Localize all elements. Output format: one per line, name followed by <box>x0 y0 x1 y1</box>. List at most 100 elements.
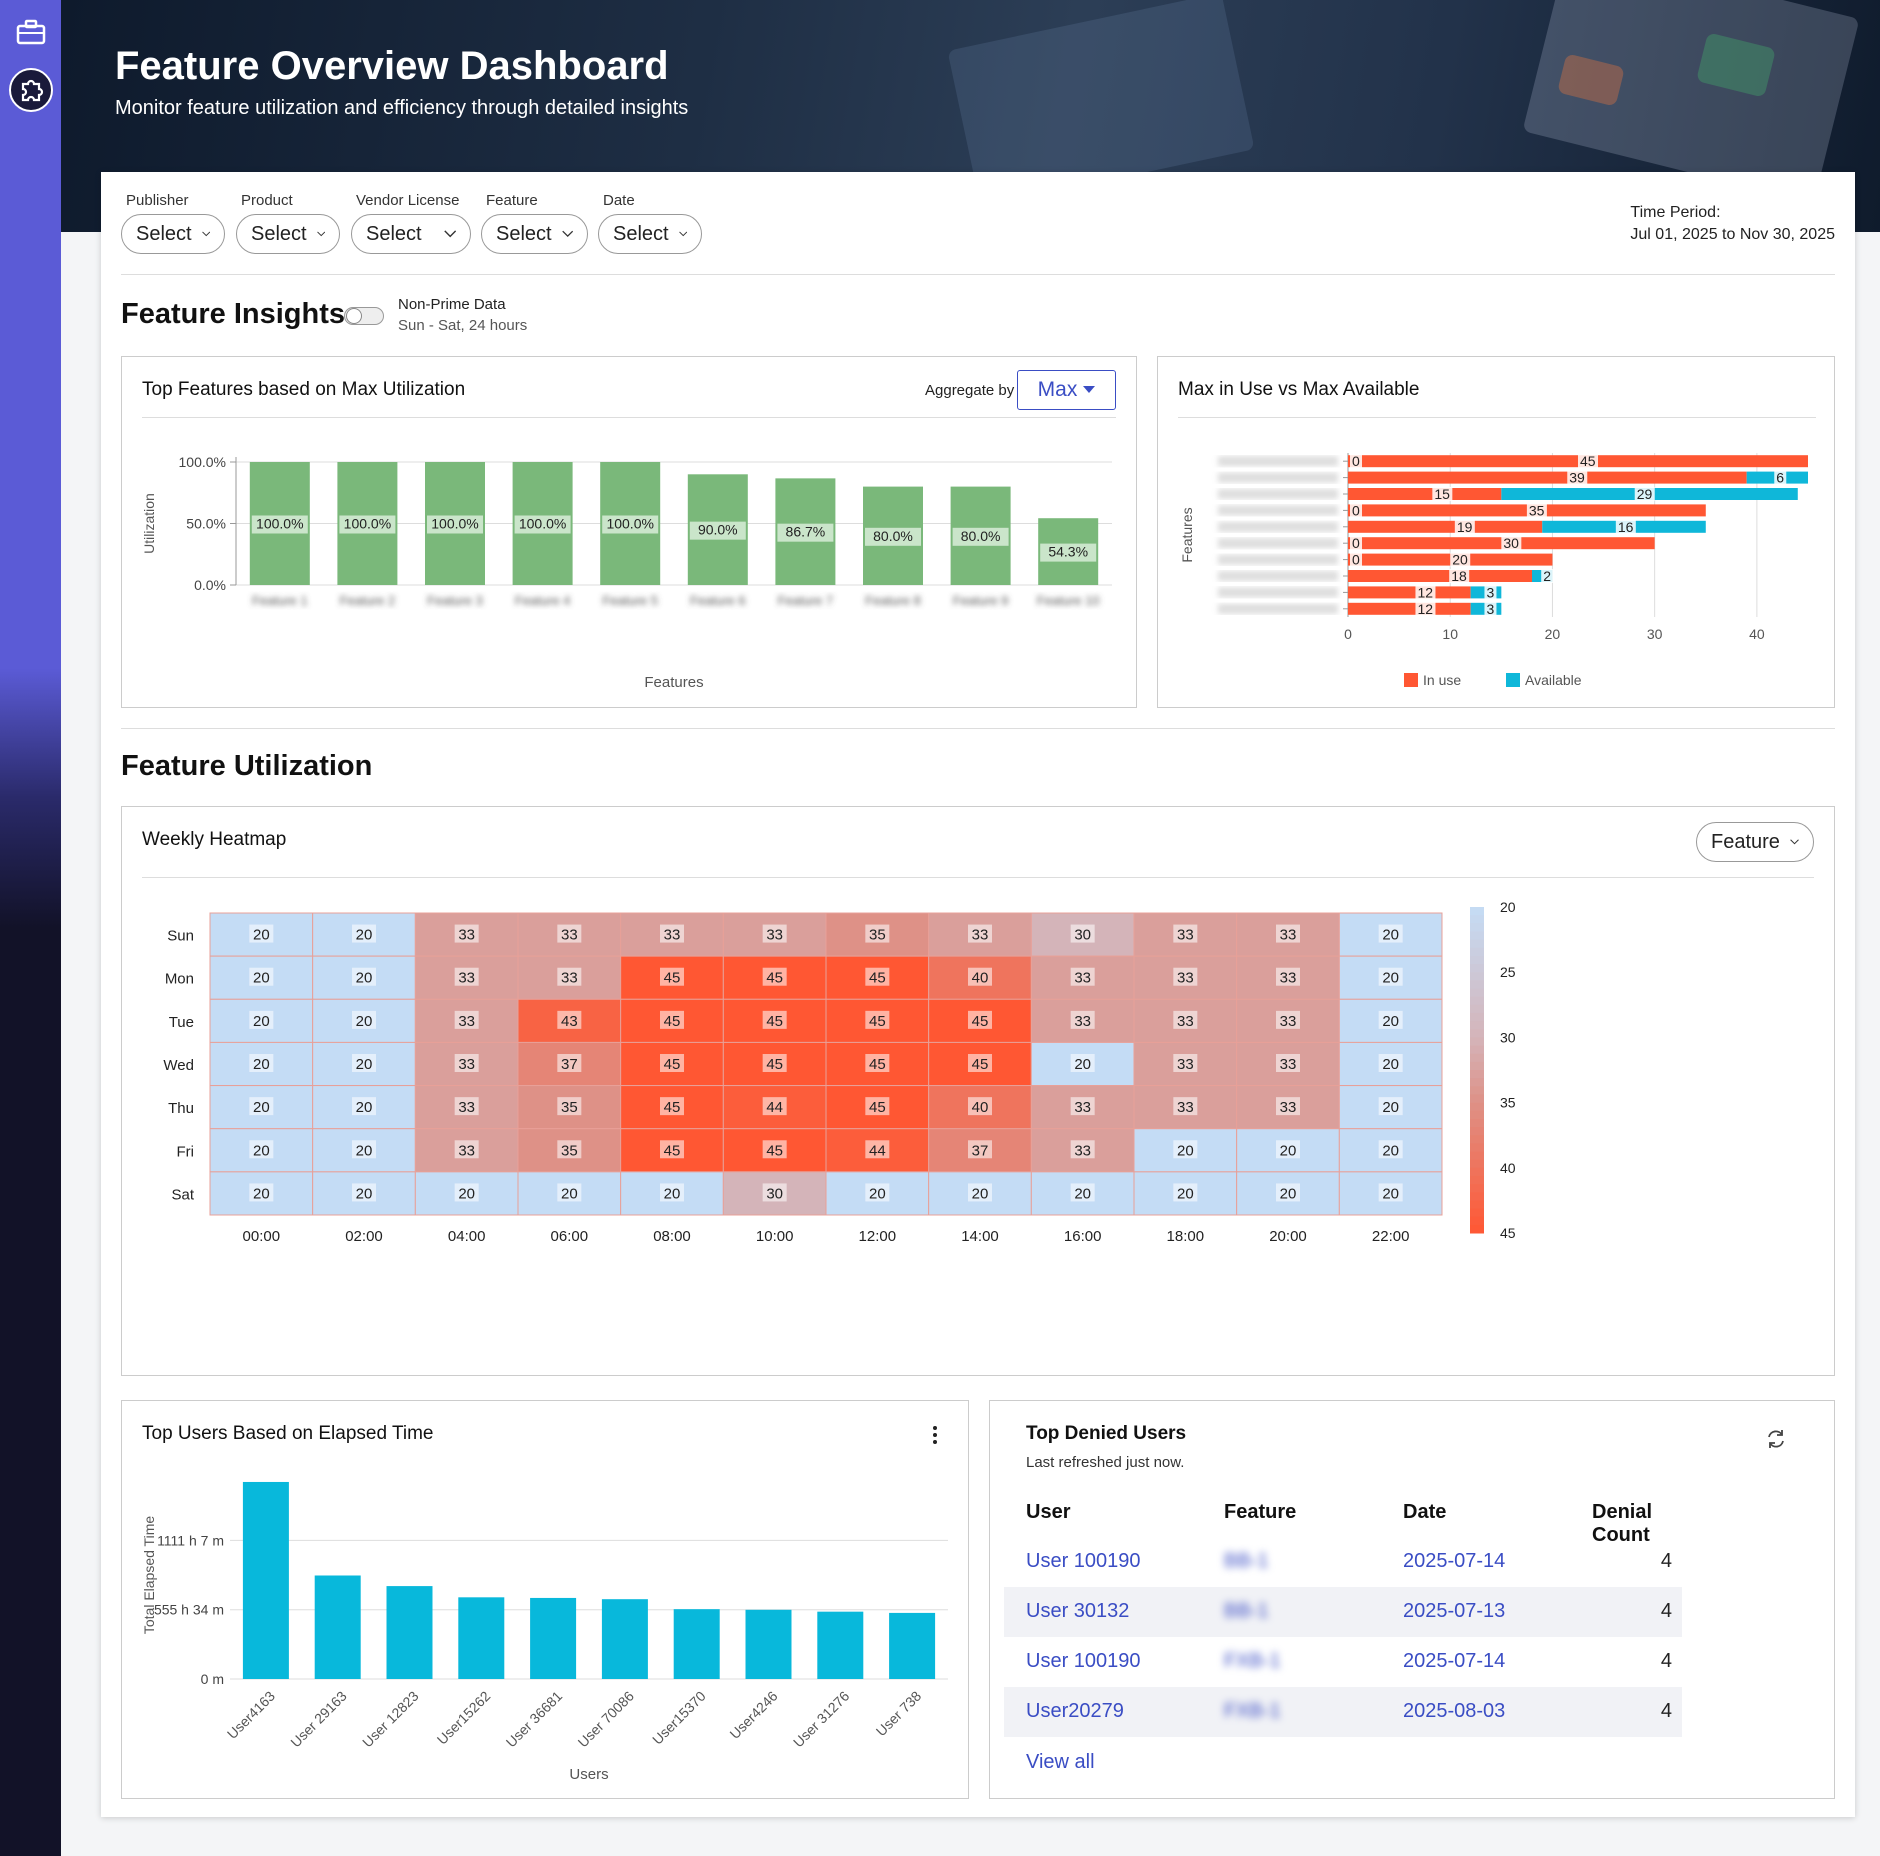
data-label-bg <box>514 515 571 534</box>
cell-value: 20 <box>253 970 270 987</box>
publisher-select[interactable]: Select <box>121 214 225 254</box>
row-label: Sat <box>171 1186 194 1203</box>
feature-link[interactable]: FXB-1 <box>1224 1650 1281 1672</box>
data-label-in-use: 12 <box>1417 584 1433 600</box>
cell-value: 20 <box>1074 1185 1091 1202</box>
cell-label-bg <box>249 1140 274 1159</box>
x-tick-label: User 12823 <box>359 1688 422 1751</box>
cell-label-bg <box>557 924 582 943</box>
top-features-chart: 0.0% 50.0% 100.0% Utilization 100.0% Feature … <box>141 454 1112 691</box>
cell-value: 20 <box>253 1099 270 1116</box>
user-link[interactable]: User 30132 <box>1026 1600 1130 1622</box>
feature-select[interactable]: Select <box>481 214 588 254</box>
data-label-available: 3 <box>1486 584 1494 600</box>
cell-value: 45 <box>972 1056 989 1073</box>
y-tick-label: 50.0% <box>186 516 226 532</box>
product-select[interactable]: Select <box>236 214 340 254</box>
cell-label-bg <box>454 924 479 943</box>
cell-value: 20 <box>356 1099 373 1116</box>
date-link[interactable]: 2025-07-14 <box>1403 1550 1506 1572</box>
data-label-bg <box>427 515 483 534</box>
y-tick-label-blurred <box>1218 489 1338 499</box>
x-tick-label: 10 <box>1442 626 1458 642</box>
date-select[interactable]: Select <box>598 214 702 254</box>
aggregate-label: Aggregate by <box>925 382 1015 399</box>
heatmap-feature-select[interactable]: Feature <box>1696 822 1814 862</box>
max-in-use-card: Max in Use vs Max Available 0 10 20 30 40 Fea… <box>1157 356 1835 708</box>
cell-value: 33 <box>458 970 475 987</box>
x-tick-label: User 29163 <box>287 1688 350 1751</box>
cell-label-bg <box>762 1054 787 1072</box>
cell-label-bg <box>1378 924 1403 943</box>
data-label-available: 3 <box>1486 601 1494 617</box>
data-label-in-use: 15 <box>1434 486 1450 502</box>
user-link[interactable]: User 100190 <box>1026 1650 1141 1672</box>
data-label-bg <box>602 515 659 534</box>
chevron-down-icon <box>678 231 687 237</box>
user-link[interactable]: User 100190 <box>1026 1550 1141 1572</box>
cell-value: 20 <box>253 927 270 944</box>
cell-label-bg <box>557 1010 582 1029</box>
scale-segment <box>1470 1135 1484 1144</box>
main-panel: Publisher Select Product Select Vendor L… <box>101 172 1855 1817</box>
cell-label-bg <box>1070 1097 1095 1116</box>
chevron-down-icon <box>1790 839 1799 845</box>
aggregate-select[interactable]: Max <box>1017 370 1116 410</box>
scale-segment <box>1470 931 1484 941</box>
cell-value: 33 <box>1280 1056 1297 1073</box>
cell-label-bg <box>762 967 787 986</box>
cell-value: 33 <box>561 970 578 987</box>
puzzle-icon[interactable] <box>9 68 53 112</box>
x-axis-title: Features <box>644 674 703 691</box>
divider <box>121 728 1835 729</box>
cell-label-bg <box>1070 1140 1095 1159</box>
vendor-license-select[interactable]: Select <box>351 214 471 254</box>
feature-link[interactable]: BB-1 <box>1224 1550 1269 1572</box>
x-tick-label: Feature 7 <box>778 593 834 608</box>
scale-segment <box>1470 1184 1484 1193</box>
data-label-in-use: 0 <box>1352 535 1360 551</box>
column-label: 04:00 <box>448 1228 486 1245</box>
cell-value: 45 <box>766 1056 783 1073</box>
date-link[interactable]: 2025-07-13 <box>1403 1600 1506 1622</box>
cell-value: 45 <box>869 1056 886 1073</box>
cell-value: 33 <box>1074 970 1091 987</box>
scale-segment <box>1470 1159 1484 1169</box>
briefcase-icon[interactable] <box>9 10 53 54</box>
scale-segment <box>1470 939 1484 949</box>
date-link[interactable]: 2025-08-03 <box>1403 1700 1506 1722</box>
top-users-card: Top Users Based on Elapsed Time 0 m 555 h… <box>121 1400 969 1799</box>
data-label-bg <box>1454 519 1475 534</box>
view-all-link[interactable]: View all <box>1026 1751 1095 1773</box>
cell-value: 20 <box>356 1056 373 1073</box>
cell-value: 20 <box>869 1185 886 1202</box>
feature-link[interactable]: FXB-1 <box>1224 1700 1281 1722</box>
bar-in-use <box>1348 520 1543 533</box>
more-options-icon[interactable] <box>925 1423 945 1447</box>
divider <box>121 274 1835 275</box>
cell-value: 33 <box>766 927 783 944</box>
cell-value: 20 <box>356 1142 373 1159</box>
user-link[interactable]: User20279 <box>1026 1700 1124 1722</box>
bar-in-use <box>1348 553 1553 566</box>
cell-label-bg <box>557 1183 582 1202</box>
cell-value: 43 <box>561 1013 578 1030</box>
max-in-use-title: Max in Use vs Max Available <box>1178 379 1420 400</box>
x-tick-label: User15262 <box>434 1688 494 1748</box>
scale-tick-label: 30 <box>1500 1029 1516 1045</box>
refresh-icon[interactable] <box>1765 1428 1787 1450</box>
x-tick-label: User 738 <box>873 1688 925 1740</box>
data-label-total: 45 <box>1580 453 1596 469</box>
feature-link[interactable]: BB-1 <box>1224 1600 1269 1622</box>
cell-label-bg <box>1378 1140 1403 1159</box>
page-title: Feature Overview Dashboard <box>115 44 669 88</box>
y-tick-label-blurred <box>1218 587 1338 598</box>
non-prime-toggle[interactable] <box>344 307 384 325</box>
date-link[interactable]: 2025-07-14 <box>1403 1650 1506 1672</box>
cell-label-bg <box>660 1054 684 1072</box>
cell-value: 20 <box>561 1185 578 1202</box>
cell-value: 33 <box>458 1056 475 1073</box>
y-tick-label: 0 m <box>201 1671 224 1687</box>
cell-value: 33 <box>458 1013 475 1030</box>
